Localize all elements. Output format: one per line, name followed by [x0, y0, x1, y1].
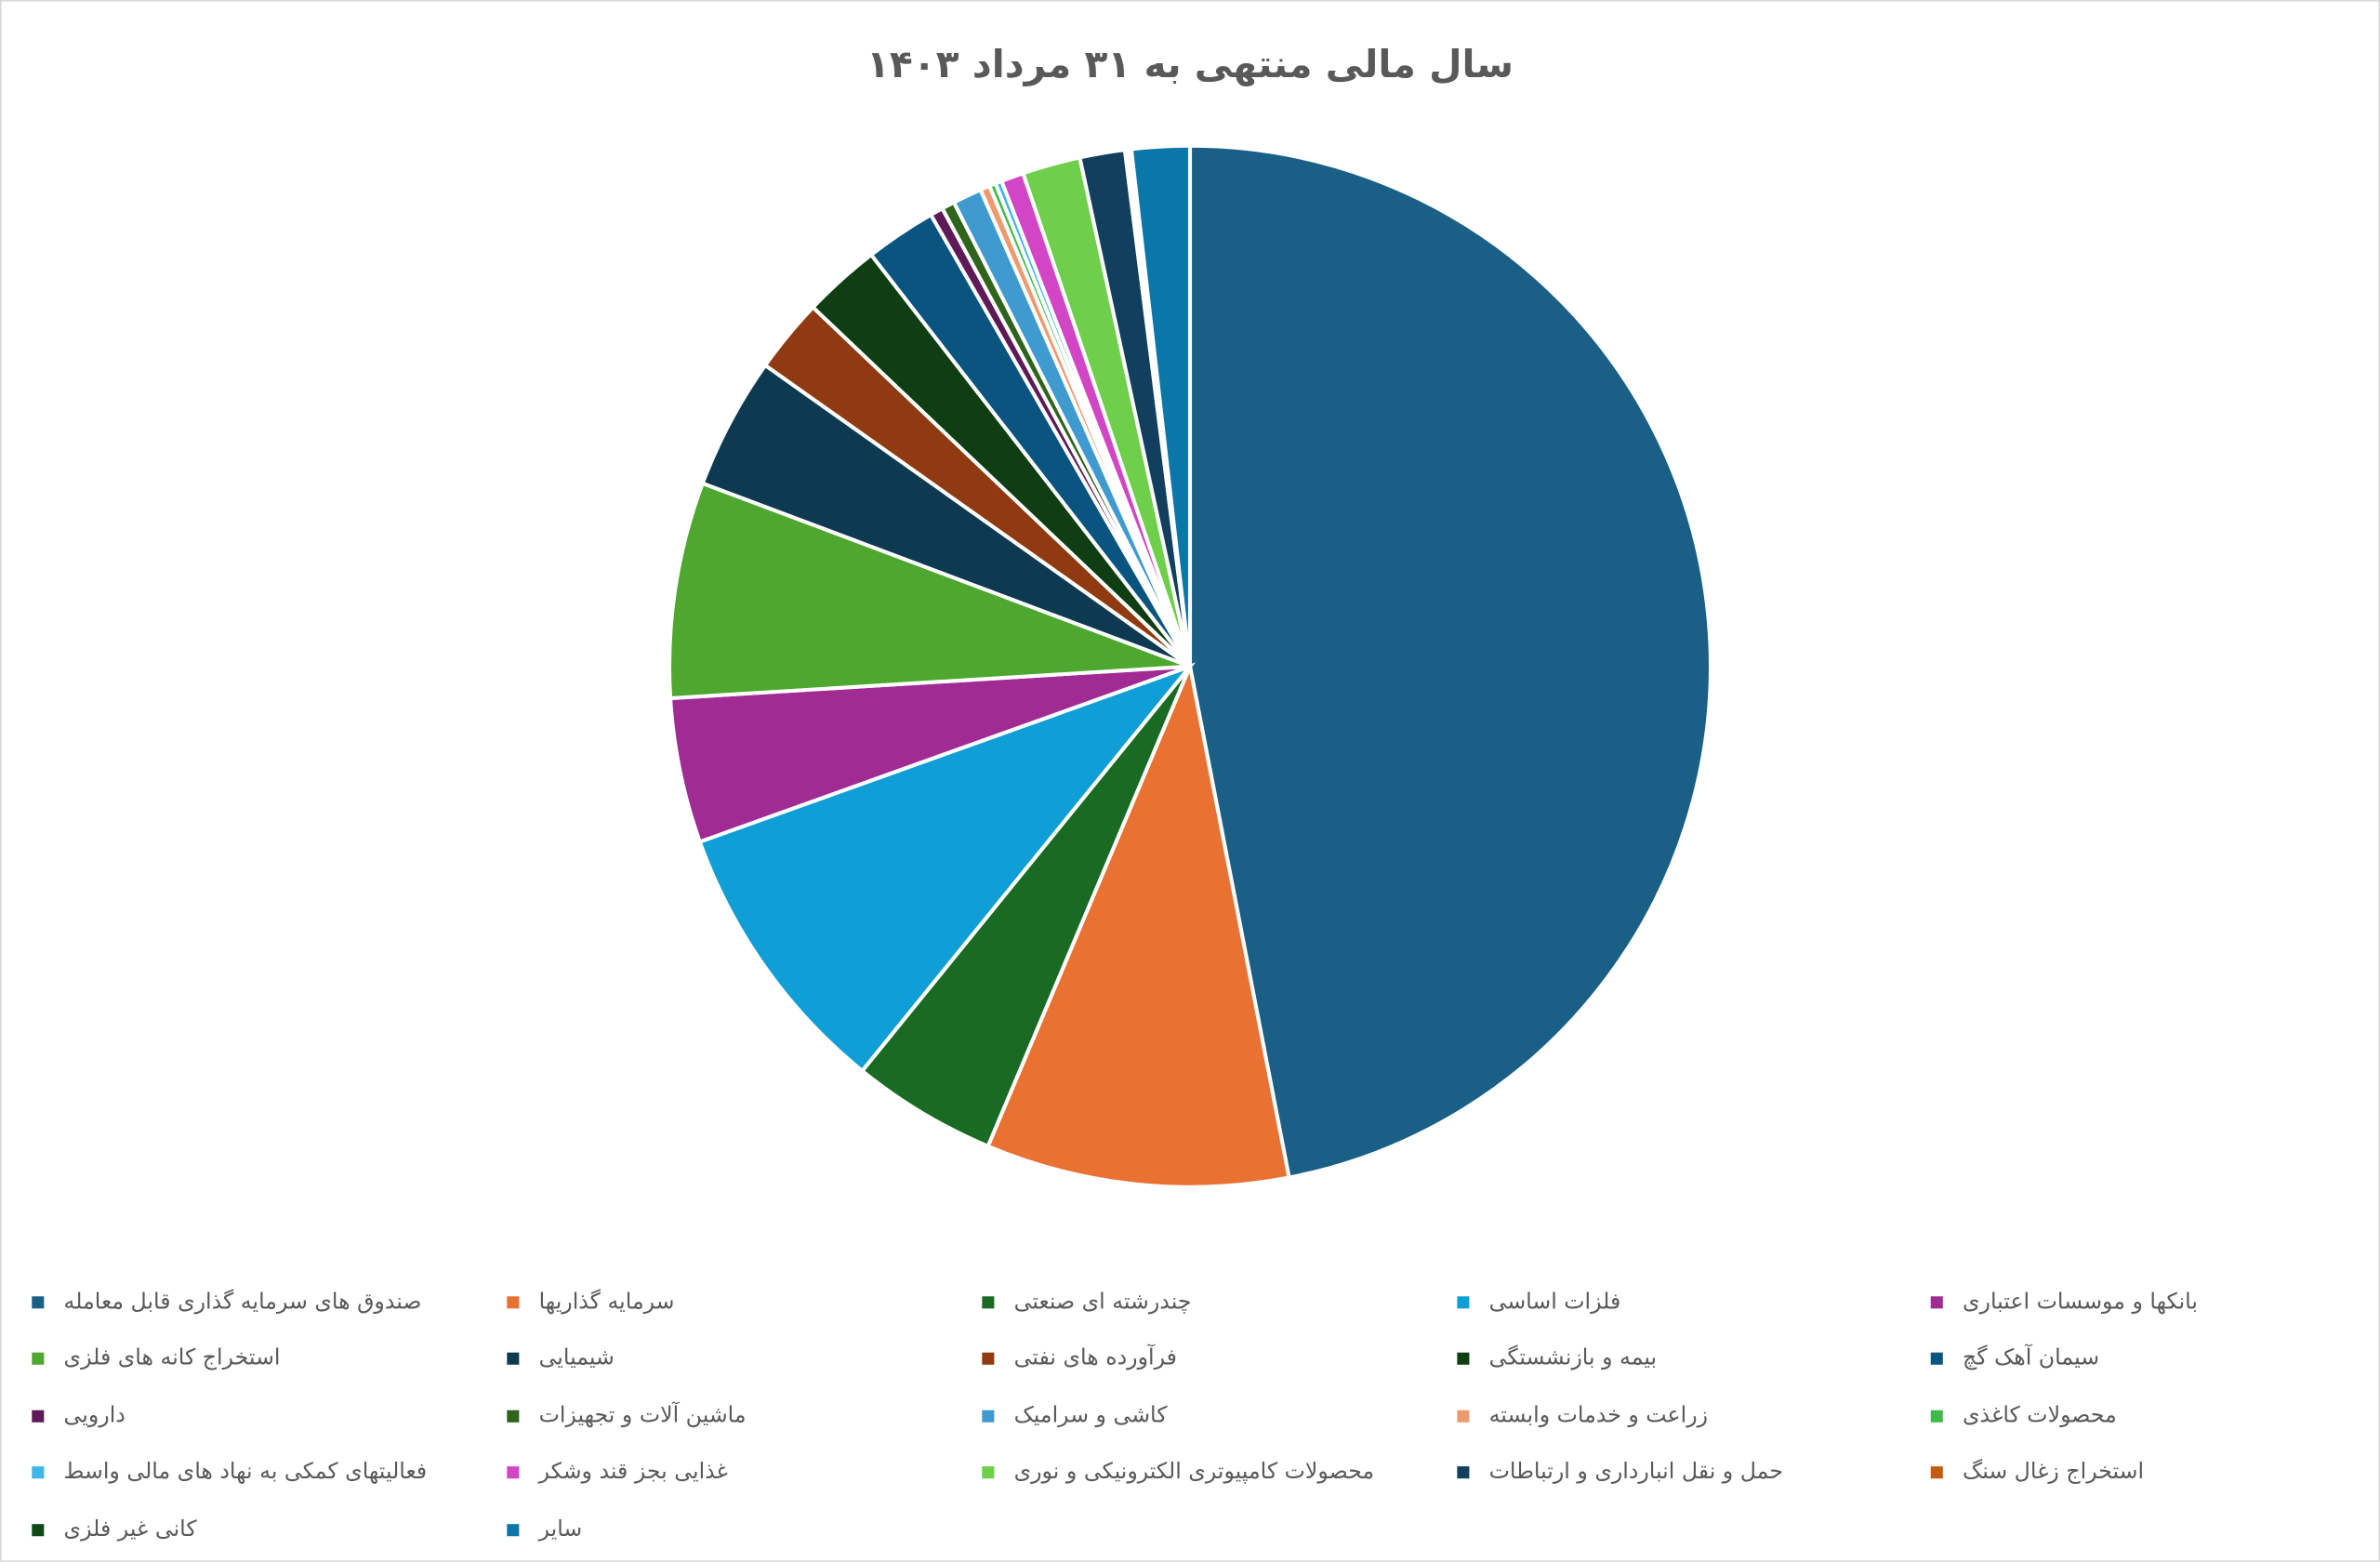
legend-label: دارویی — [64, 1402, 126, 1428]
legend-label: بیمه و بازنشستگی — [1489, 1344, 1657, 1370]
legend-label: کانی غیر فلزی — [64, 1516, 198, 1542]
pie-slice — [1129, 143, 1193, 667]
legend-swatch — [507, 1466, 520, 1479]
legend-swatch — [982, 1352, 995, 1365]
legend-swatch — [1930, 1466, 1943, 1479]
legend-swatch — [32, 1296, 45, 1309]
legend-swatch — [1930, 1352, 1943, 1365]
legend-swatch — [507, 1524, 520, 1537]
pie-slice — [667, 481, 1191, 701]
legend-label: ماشین آلات و تجهیزات — [539, 1401, 747, 1428]
legend-label: حمل و نقل انبارداری و ارتباطات — [1489, 1458, 1783, 1484]
legend-swatch — [32, 1524, 45, 1537]
legend-swatch — [982, 1296, 995, 1309]
legend-swatch — [32, 1410, 45, 1423]
legend-label: شیمیایی — [539, 1344, 615, 1370]
legend-swatch — [982, 1410, 995, 1423]
legend-swatch — [32, 1466, 45, 1479]
legend-swatch — [507, 1352, 520, 1365]
legend-swatch — [507, 1410, 520, 1423]
legend-swatch — [32, 1352, 45, 1365]
legend-label: استخراج زغال سنگ — [1963, 1458, 2144, 1484]
legend-label: سایر — [538, 1516, 583, 1542]
legend-label: صندوق های سرمایه گذاری قابل معامله — [64, 1288, 422, 1314]
pie-slice — [668, 664, 1191, 845]
legend-label: کاشی و سرامیک — [1014, 1402, 1169, 1428]
legend-swatch — [1457, 1466, 1470, 1479]
legend-swatch — [1930, 1296, 1943, 1309]
pie-slice — [985, 659, 1291, 1189]
pie-slice — [1187, 143, 1713, 1180]
legend-label: سیمان آهک گچ — [1963, 1344, 2099, 1370]
legend-swatch — [1457, 1296, 1470, 1309]
legend-swatch — [1457, 1410, 1470, 1423]
legend-label: فعالیتهای کمکی به نهاد های مالی واسط — [64, 1458, 428, 1484]
legend-label: بانکها و موسسات اعتباری — [1963, 1288, 2198, 1314]
legend-label: چندرشته ای صنعتی — [1014, 1288, 1192, 1314]
pie-slice — [859, 665, 1192, 1149]
legend-label: استخراج کانه های فلزی — [64, 1344, 281, 1370]
legend-label: فرآورده های نفتی — [1014, 1344, 1177, 1370]
pie-slice — [697, 662, 1197, 1074]
chart-title: سال مالی منتهی به ۳۱ مرداد ۱۴۰۳ — [866, 42, 1514, 86]
legend-swatch — [1457, 1352, 1470, 1365]
legend-label: سرمایه گذاریها — [539, 1288, 675, 1314]
legend-label: محصولات کامپیوتری الکترونیکی و نوری — [1014, 1458, 1374, 1484]
legend-swatch — [982, 1466, 995, 1479]
legend-label: زراعت و خدمات وابسته — [1489, 1402, 1708, 1428]
legend-label: محصولات کاغذی — [1963, 1402, 2117, 1428]
legend-swatch — [1930, 1410, 1943, 1423]
legend-swatch — [507, 1296, 520, 1309]
legend-label: فلزات اساسی — [1489, 1288, 1621, 1314]
legend-label: غذایی بجز قند وشکر — [538, 1458, 728, 1484]
